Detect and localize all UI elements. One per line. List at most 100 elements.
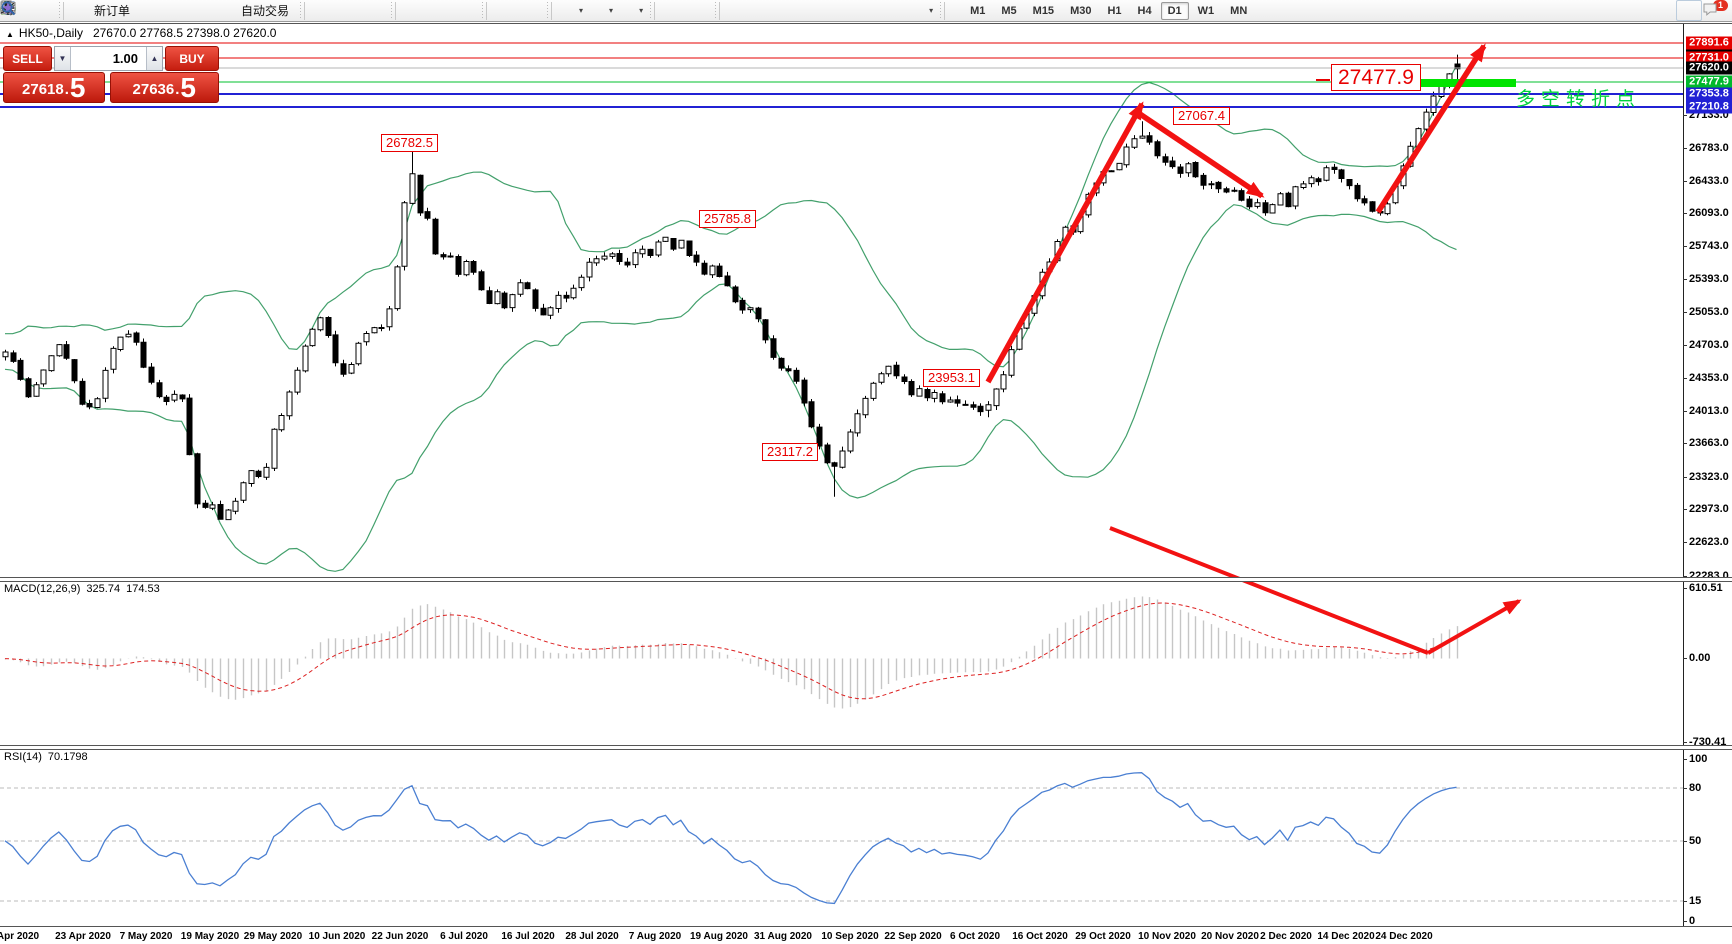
axis-tick-mark	[1683, 246, 1687, 247]
turning-point-note: 多空转折点	[1516, 89, 1642, 110]
macd-histogram	[4, 596, 1459, 709]
axis-tick-mark	[1683, 742, 1687, 743]
timeframe-mn[interactable]: MN	[1230, 4, 1248, 17]
macd-panel	[4, 596, 1459, 709]
tile-windows-icon[interactable]	[1, 0, 477, 21]
axis-tick-mark	[1683, 411, 1687, 412]
zoom-in-icon[interactable]	[1, 0, 425, 21]
timeframe-h1[interactable]: H1	[1107, 4, 1122, 17]
horizontal-line-icon[interactable]	[1, 0, 775, 21]
time-axis-divider	[0, 926, 1732, 927]
date-label: 29 May 2020	[243, 931, 303, 942]
indicators-icon[interactable]	[1, 0, 581, 21]
rsi-axis-tick: 0	[1689, 915, 1696, 927]
text-label-icon[interactable]: T	[1, 0, 905, 21]
rsi-indicator-label: RSI(14) 70.1798	[4, 751, 94, 763]
line-chart-icon[interactable]	[0, 0, 386, 21]
cursor-icon[interactable]	[4, 0, 684, 21]
axis-tick-mark	[1683, 477, 1687, 478]
trendline-icon[interactable]	[0, 0, 801, 21]
axis-price-tick: 24703.0	[1689, 339, 1729, 351]
axis-tick-mark	[1683, 378, 1687, 379]
timeframe-m1[interactable]: M1	[970, 4, 986, 17]
date-label: 31 Aug 2020	[754, 931, 812, 942]
ask-price-display[interactable]: 27636. 5	[109, 72, 219, 103]
date-label: 19 May 2020	[180, 931, 240, 942]
volume-increase-button[interactable]: ▲	[146, 47, 162, 70]
rsi-name: RSI(14)	[4, 751, 42, 763]
collapse-triangle-icon[interactable]: ▲	[6, 30, 14, 39]
fibonacci-icon[interactable]: F	[1, 0, 853, 21]
templates-icon[interactable]	[0, 0, 641, 21]
date-label: Apr 2020	[0, 931, 40, 942]
periods-icon[interactable]	[1, 0, 611, 21]
volume-decrease-button[interactable]: ▼	[55, 47, 71, 70]
profile-icon[interactable]	[0, 0, 54, 21]
crosshair-icon[interactable]	[1, 0, 710, 21]
timeframe-w1[interactable]: W1	[1197, 4, 1215, 17]
rsi-panel-separator[interactable]	[0, 745, 1732, 750]
rsi-axis-tick: 15	[1689, 895, 1702, 907]
timeframe-d1[interactable]: D1	[1160, 1, 1189, 20]
axis-tick-mark	[1683, 542, 1687, 543]
bid-price-display[interactable]: 27618. 5	[3, 72, 105, 103]
new-order-label[interactable]: 新订单	[94, 4, 131, 18]
date-label: 19 Aug 2020	[690, 931, 748, 942]
dropdown-caret-icon[interactable]: ▾	[609, 6, 614, 15]
candlestick-chart-icon[interactable]	[2, 0, 360, 21]
notification-badge: 1	[1713, 0, 1728, 11]
rsi-line	[4, 772, 1457, 905]
axis-tick-mark	[1683, 443, 1687, 444]
signals-icon[interactable]	[0, 0, 214, 21]
sell-button[interactable]: SELL	[3, 46, 52, 71]
axis-tick-mark	[1683, 788, 1687, 789]
price-annotation: 26782.5	[381, 134, 438, 153]
text-icon[interactable]: A	[4, 0, 879, 21]
rsi-panel	[0, 772, 1683, 905]
toolbar-divider	[0, 23, 1732, 24]
bollinger-lower-band	[4, 204, 1457, 572]
auto-scroll-icon[interactable]	[1, 0, 516, 21]
buy-button[interactable]: BUY	[165, 46, 219, 71]
volume-input[interactable]	[71, 47, 146, 70]
axis-price-tick: 25053.0	[1689, 306, 1729, 318]
channel-icon[interactable]: E	[0, 0, 827, 21]
market-watch-icon[interactable]	[1, 0, 162, 21]
toolbar-separator	[389, 1, 397, 20]
bear-candles	[10, 63, 1461, 520]
bar-chart-icon[interactable]	[1, 0, 334, 21]
price-axis-border	[1683, 24, 1684, 927]
auto-trading-icon[interactable]	[1, 0, 240, 21]
axis-price-tick: 23323.0	[1689, 471, 1729, 483]
terminal-icon[interactable]	[0, 0, 188, 21]
vertical-line-icon[interactable]	[7, 0, 749, 21]
price-annotation: 27067.4	[1173, 107, 1230, 126]
chart-shift-icon[interactable]	[1, 0, 542, 21]
new-order-icon[interactable]	[1, 0, 93, 21]
annotation-dash	[1316, 79, 1330, 81]
candle-wicks	[5, 54, 1458, 520]
dropdown-caret-icon[interactable]: ▾	[929, 6, 934, 15]
axis-tick-mark	[1683, 345, 1687, 346]
timeframe-m30[interactable]: M30	[1070, 4, 1092, 17]
zoom-out-icon[interactable]	[1, 0, 451, 21]
search-icon[interactable]	[1, 0, 1702, 21]
timeframe-h4[interactable]: H4	[1137, 4, 1152, 17]
trend-arrow	[1375, 43, 1487, 214]
price-annotation: 27477.9	[1331, 64, 1421, 92]
macd-panel-separator[interactable]	[0, 577, 1732, 582]
axis-tick-mark	[1683, 213, 1687, 214]
chat-icon[interactable]: 1	[1702, 0, 1728, 21]
timeframe-m5[interactable]: M5	[1001, 4, 1017, 17]
dropdown-caret-icon[interactable]: ▾	[579, 6, 584, 15]
timeframe-m15[interactable]: M15	[1032, 4, 1055, 17]
macd-signal-line	[4, 602, 1457, 700]
date-label: 10 Jun 2020	[308, 931, 366, 942]
date-label: 7 May 2020	[119, 931, 173, 942]
auto-trading-label[interactable]: 自动交易	[241, 4, 290, 18]
macd-axis-tick: 610.51	[1689, 582, 1723, 594]
shapes-icon[interactable]	[2, 0, 931, 21]
dropdown-caret-icon[interactable]: ▾	[639, 6, 644, 15]
